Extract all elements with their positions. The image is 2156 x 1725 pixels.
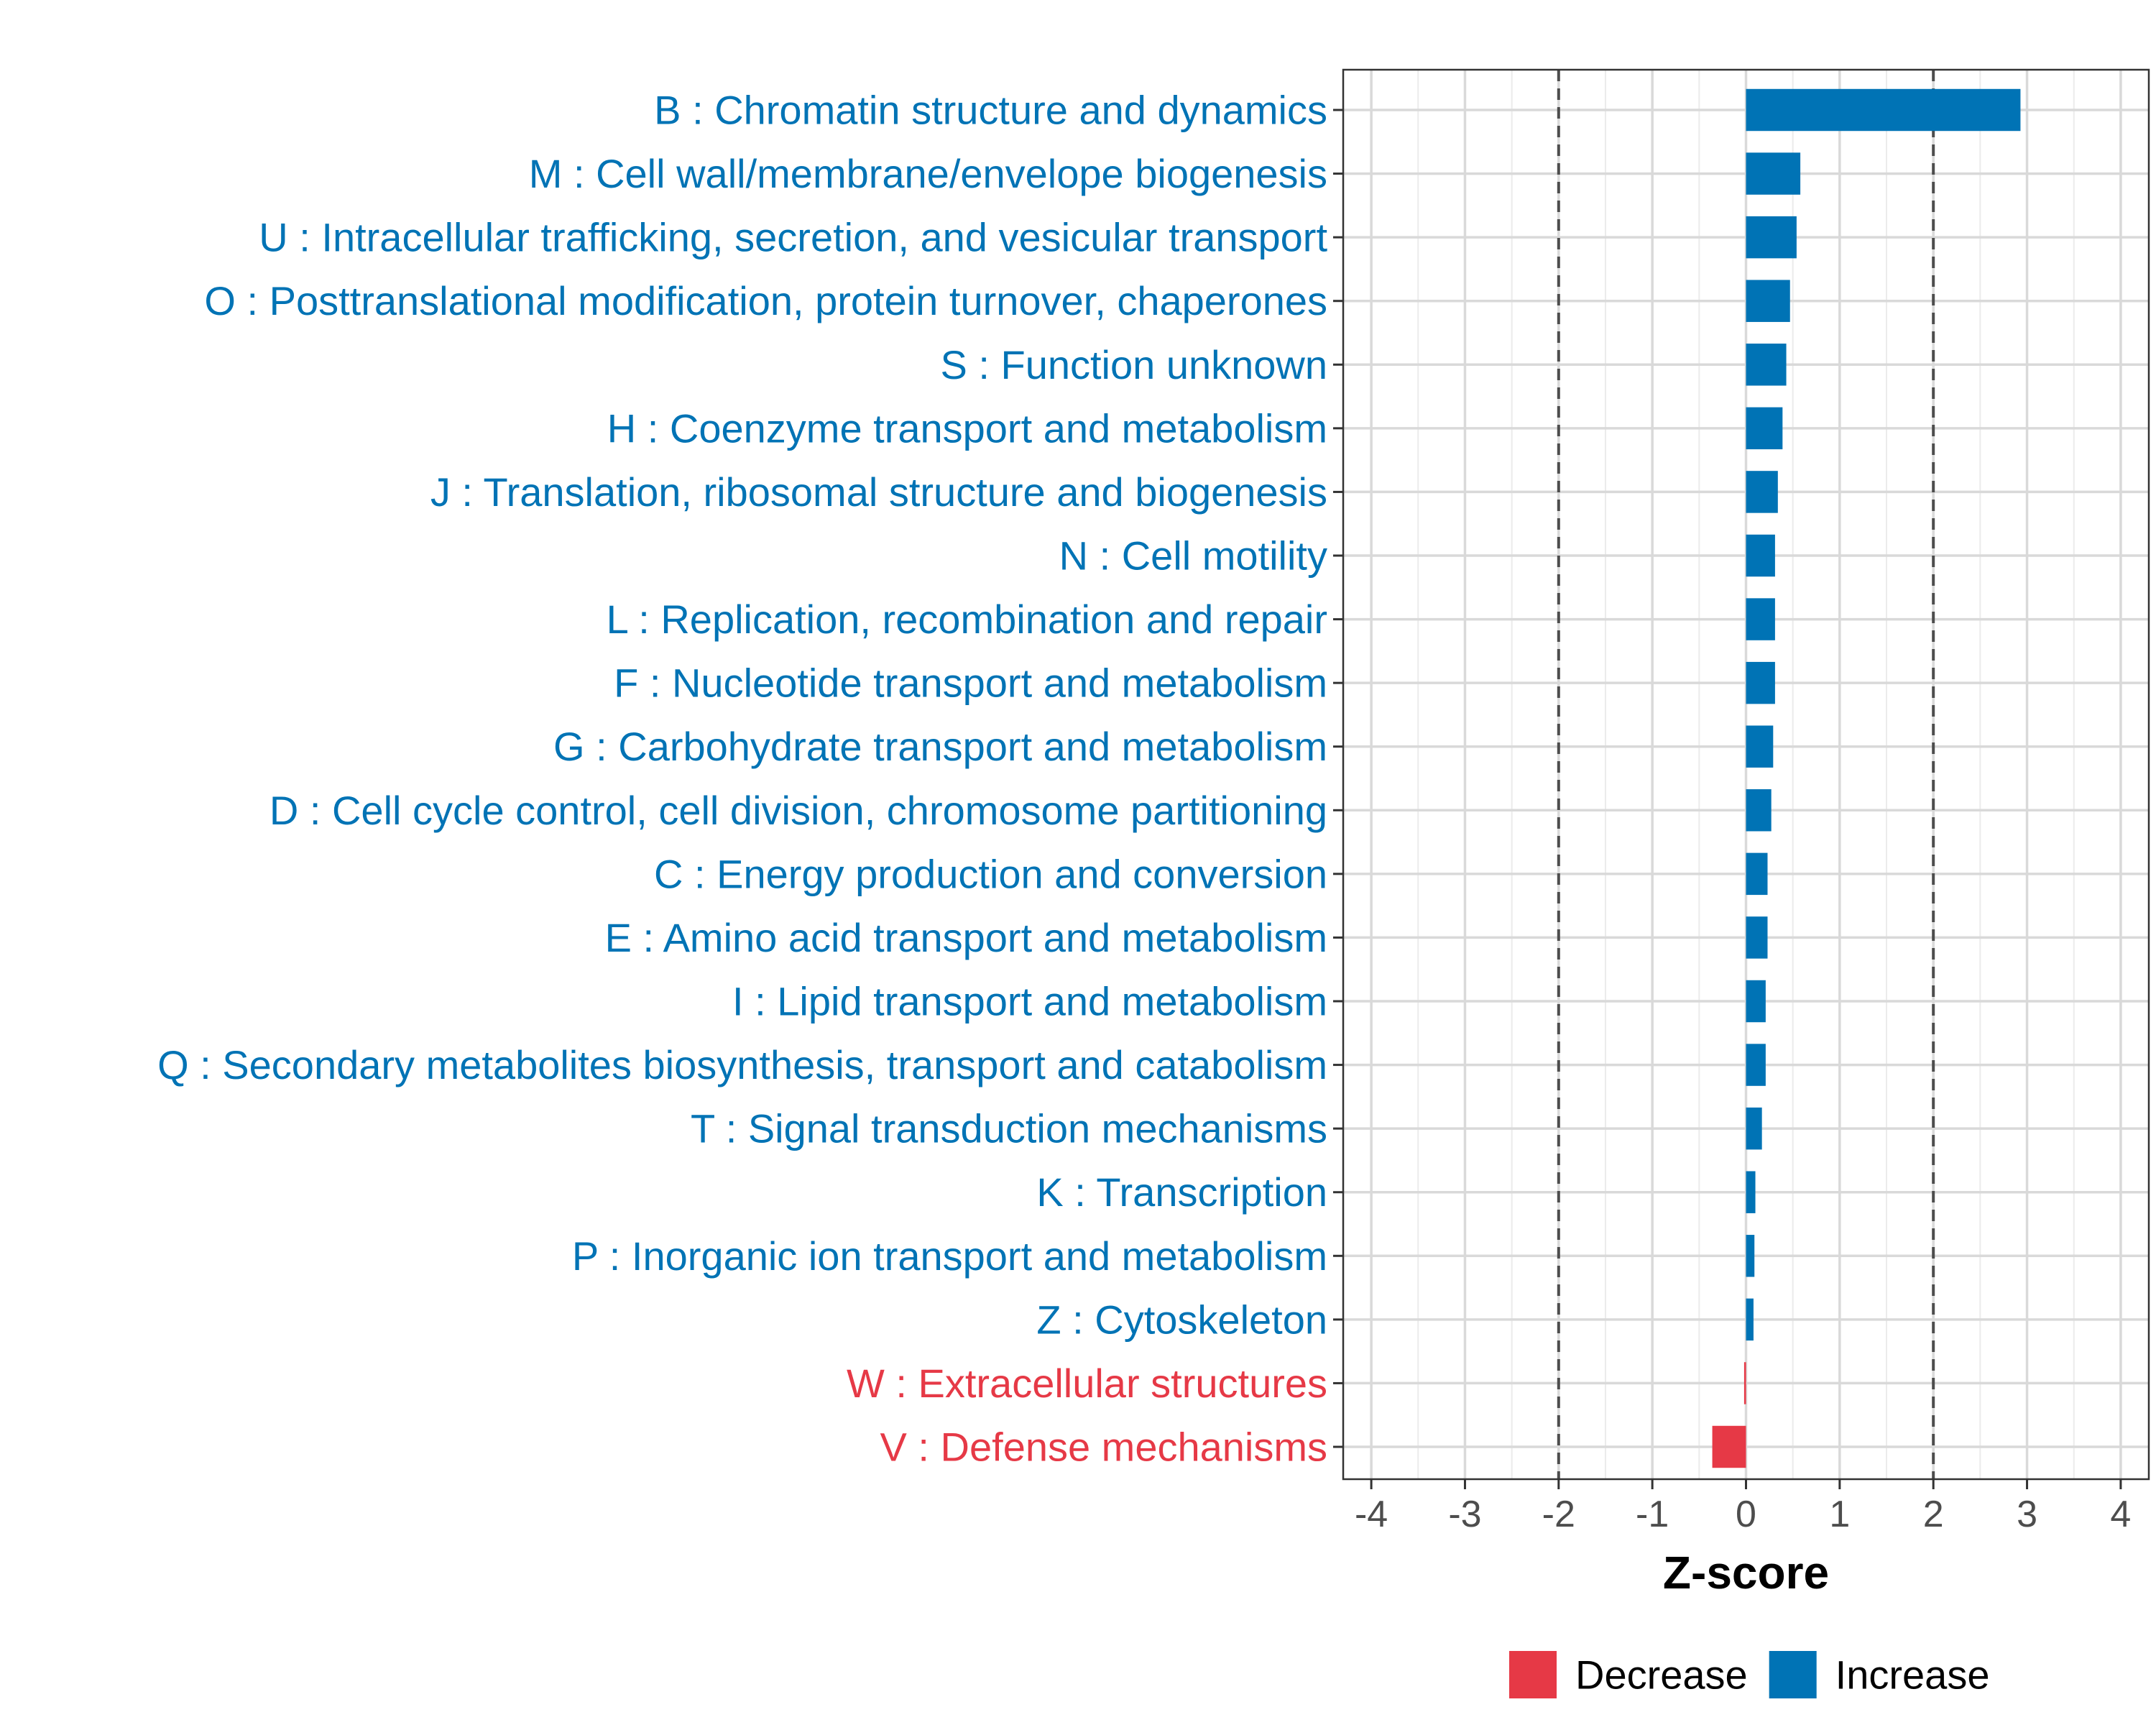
legend-label: Decrease	[1575, 1652, 1748, 1698]
bar	[1712, 1425, 1746, 1468]
bar	[1746, 280, 1790, 322]
category-label: V : Defense mechanisms	[880, 1425, 1327, 1470]
bar	[1743, 1362, 1746, 1404]
bar	[1746, 534, 1775, 577]
category-label: F : Nucleotide transport and metabolism	[614, 661, 1327, 706]
legend-label: Increase	[1835, 1652, 1990, 1698]
category-label: W : Extracellular structures	[847, 1361, 1327, 1406]
bar	[1746, 598, 1775, 640]
legend: Decrease Increase	[1509, 1651, 1989, 1698]
bar	[1746, 88, 2021, 132]
category-label: B : Chromatin structure and dynamics	[654, 88, 1327, 133]
category-label: C : Energy production and conversion	[654, 851, 1327, 896]
category-label: U : Intracellular trafficking, secretion…	[259, 215, 1327, 260]
legend-key	[1509, 1651, 1557, 1698]
category-label: G : Carbohydrate transport and metabolis…	[553, 724, 1327, 769]
bar	[1746, 344, 1787, 386]
x-tick-label: 0	[1736, 1494, 1756, 1535]
category-label: D : Cell cycle control, cell division, c…	[270, 788, 1327, 833]
bar	[1746, 1171, 1756, 1213]
bar	[1746, 661, 1775, 704]
bar	[1746, 1235, 1755, 1277]
x-tick-label: 3	[2017, 1494, 2037, 1535]
category-label: I : Lipid transport and metabolism	[732, 979, 1327, 1024]
x-tick-label: -1	[1636, 1494, 1669, 1535]
category-label: P : Inorganic ion transport and metaboli…	[572, 1233, 1327, 1279]
category-label: M : Cell wall/membrane/envelope biogenes…	[529, 151, 1327, 196]
x-tick-label: 4	[2110, 1494, 2131, 1535]
bar	[1746, 852, 1768, 896]
category-label: E : Amino acid transport and metabolism	[605, 915, 1327, 960]
legend-key	[1769, 1651, 1817, 1698]
category-label: H : Coenzyme transport and metabolism	[607, 405, 1327, 451]
y-axis: B : Chromatin structure and dynamics M : …	[157, 88, 1343, 1470]
bar	[1746, 152, 1801, 195]
category-label: Q : Secondary metabolites biosynthesis, …	[157, 1042, 1327, 1087]
reference-lines	[1557, 70, 1935, 1479]
category-label: J : Translation, ribosomal structure and…	[430, 469, 1327, 515]
x-tick-label: 1	[1829, 1494, 1850, 1535]
bar	[1746, 1044, 1766, 1086]
x-axis: -4 -3 -2 -1 0 1 2 3 4	[1355, 1479, 2131, 1535]
bar	[1746, 980, 1766, 1023]
bar	[1746, 471, 1778, 513]
bar	[1746, 1298, 1754, 1341]
category-label: K : Transcription	[1036, 1169, 1327, 1215]
bar	[1746, 407, 1783, 450]
x-tick-label: 2	[1923, 1494, 1944, 1535]
x-tick-label: -4	[1355, 1494, 1388, 1535]
bars	[1712, 88, 2021, 1468]
bar	[1746, 216, 1797, 259]
x-tick-label: -3	[1448, 1494, 1481, 1535]
grid-layer	[1343, 70, 2149, 1479]
bar	[1746, 789, 1772, 832]
x-axis-title: Z-score	[1663, 1547, 1829, 1598]
category-label: S : Function unknown	[940, 342, 1327, 387]
category-label: Z : Cytoskeleton	[1036, 1297, 1327, 1342]
category-label: T : Signal transduction mechanisms	[691, 1106, 1327, 1151]
bar	[1746, 1107, 1762, 1150]
bar	[1746, 725, 1774, 768]
x-tick-label: -2	[1542, 1494, 1575, 1535]
category-label: O : Posttranslational modification, prot…	[204, 278, 1327, 323]
category-label: N : Cell motility	[1059, 533, 1327, 579]
category-label: L : Replication, recombination and repai…	[607, 597, 1327, 642]
bar	[1746, 916, 1768, 959]
